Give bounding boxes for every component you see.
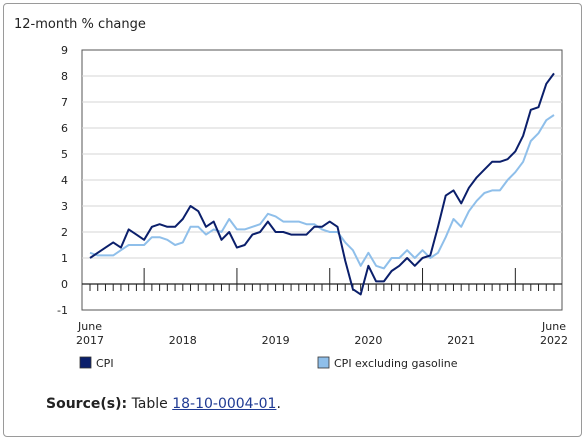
x-label-year: 2020 [354,334,382,347]
y-tick-label: 7 [61,96,68,109]
y-tick-label: 2 [61,226,68,239]
series-line-cpi [89,72,555,296]
legend-label: CPI excluding gasoline [334,357,458,370]
y-axis-ticks: -1 0 1 2 3 4 5 6 7 8 9 [57,44,68,317]
y-tick-label: 1 [61,252,68,265]
x-label-year: 2021 [447,334,475,347]
source-text: Table [131,396,173,412]
legend: CPI CPI excluding gasoline [79,356,458,370]
y-tick-label: 0 [61,278,68,291]
y-tick-label: 5 [61,148,68,161]
x-label-year: 2017 [76,334,104,347]
series-lines [89,72,555,296]
x-label-year: 2018 [169,334,197,347]
y-tick-label: 4 [61,174,68,187]
y-tick-label: 9 [61,44,68,57]
x-axis [82,268,562,291]
legend-swatch [79,356,92,369]
y-tick-label: 6 [61,122,68,135]
y-tick-label: 8 [61,70,68,83]
source-note: Source(s): Table 18-10-0004-01. [46,396,281,412]
y-tick-label: 3 [61,200,68,213]
legend-swatch [317,356,330,369]
y-tick-label: -1 [57,304,68,317]
series-line-cpi-excluding-gasoline [89,114,555,270]
y-axis-title: 12-month % change [14,17,146,32]
x-label-year: 2022 [540,334,568,347]
source-label: Source(s): [46,396,128,412]
source-period: . [276,396,281,412]
x-label-month: June [77,320,102,333]
legend-label: CPI [96,357,114,370]
gridlines [81,49,563,311]
source-table-link[interactable]: 18-10-0004-01 [172,396,277,412]
x-label-month: June [541,320,566,333]
chart-frame [3,3,582,437]
x-label-year: 2019 [262,334,290,347]
